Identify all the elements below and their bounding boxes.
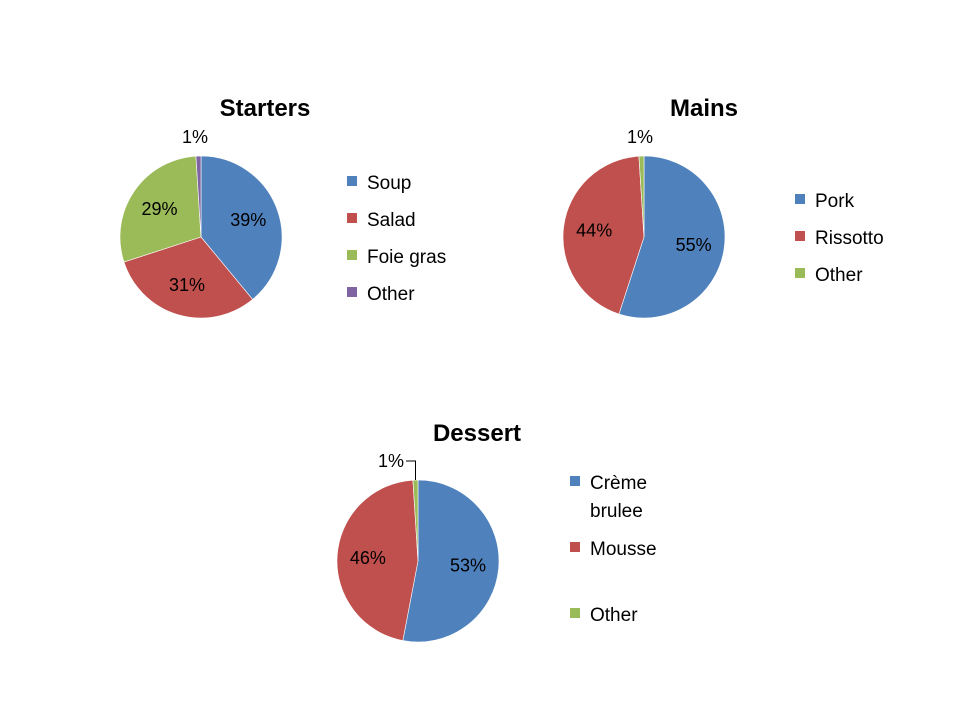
pie-slice-mains-pork [618,155,726,319]
data-label-mains-pork: 55% [676,235,712,255]
leader-line-dessert-other [406,460,416,480]
pie-slice-starters-salad [123,236,254,319]
legend-label-dessert-creme-brulee-2: brulee [590,501,643,522]
data-label-starters-salad: 31% [169,275,205,295]
legend-swatch-starters-other [347,287,357,297]
chart-title-dessert: Dessert [433,420,521,447]
legend-swatch-mains-rissotto [795,231,805,241]
data-label-starters-soup: 39% [230,210,266,230]
legend-swatch-starters-salad [347,213,357,223]
chart-title-starters: Starters [220,95,311,122]
legend-label-starters-salad: Salad [367,210,416,231]
data-label-dessert-creme-brulee: 53% [450,556,486,576]
pie-chart-dessert: Dessert 53% Crème brulee 46% Mousse 1% Other [336,420,657,643]
legend-label-mains-rissotto: Rissotto [815,228,884,249]
pie-slice-dessert-other [412,479,419,562]
pie-slice-dessert-creme-brulee [402,479,500,643]
pie-slice-starters-foie-gras [119,155,202,263]
legend-label-mains-pork: Pork [815,191,855,212]
pie-slice-starters-other [195,155,202,238]
chart-title-mains: Mains [670,95,738,122]
legend-swatch-dessert-mousse [570,542,580,552]
legend-label-dessert-mousse: Mousse [590,539,657,560]
pie-slice-starters-soup [200,155,283,300]
legend-swatch-starters-foie-gras [347,250,357,260]
legend-label-starters-soup: Soup [367,173,411,194]
data-label-mains-rissotto: 44% [576,221,612,241]
legend-label-starters-foie-gras: Foie gras [367,247,446,268]
legend-swatch-starters-soup [347,176,357,186]
data-label-mains-other: 1% [627,127,653,147]
legend-label-dessert-creme-brulee-1: Crème [590,473,647,494]
legend-swatch-mains-other [795,268,805,278]
legend-swatch-mains-pork [795,194,805,204]
pie-slice-mains-rissotto [562,155,645,315]
data-label-starters-foie-gras: 29% [141,199,177,219]
legend-swatch-dessert-other [570,608,580,618]
legend-swatch-dessert-creme-brulee [570,476,580,486]
pie-chart-starters: Starters 39% Soup 31% Salad 29% Foie gras 1% Oth… [119,95,446,319]
legend-label-mains-other: Other [815,265,863,286]
data-label-dessert-mousse: 46% [350,548,386,568]
data-label-starters-other: 1% [182,127,208,147]
data-label-dessert-other: 1% [378,451,404,471]
pie-slice-dessert-mousse [336,479,419,641]
pie-chart-mains: Mains 55% Pork 44% Rissotto 1% Other [562,95,884,319]
legend-label-dessert-other: Other [590,605,638,626]
pie-slice-mains-other [638,155,645,238]
legend-label-starters-other: Other [367,284,415,305]
